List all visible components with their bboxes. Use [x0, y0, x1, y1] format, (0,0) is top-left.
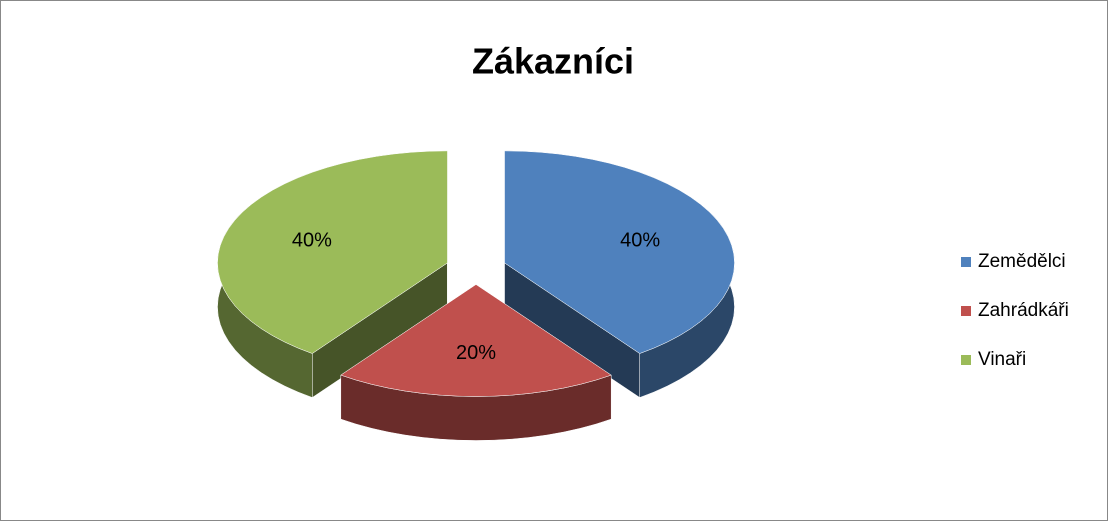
data-label: 20%: [456, 342, 496, 364]
legend-swatch: [961, 306, 971, 316]
pie-slice: 40%: [504, 150, 735, 398]
slice-top: [217, 150, 448, 354]
legend-swatch: [961, 355, 971, 365]
data-label: 40%: [292, 230, 332, 252]
legend-swatch: [961, 257, 971, 267]
pie-slice: 20%: [340, 284, 612, 441]
slice-top: [504, 150, 735, 354]
data-label: 40%: [620, 230, 660, 252]
legend-label: Vinaři: [978, 349, 1026, 370]
slice-top: [340, 284, 612, 397]
pie-slice: 40%: [217, 150, 448, 398]
legend-label: Zemědělci: [978, 251, 1066, 272]
chart-title: Zákazníci: [472, 41, 634, 82]
legend-label: Zahrádkáři: [978, 300, 1069, 321]
